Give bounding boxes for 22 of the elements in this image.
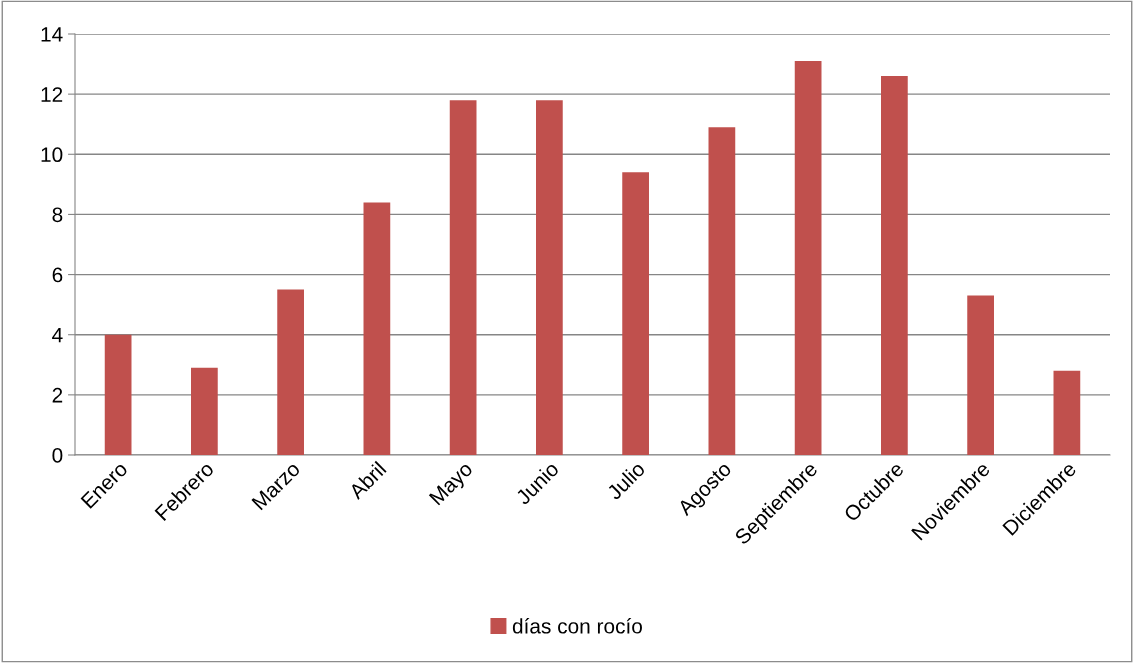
y-tick-label: 6 bbox=[52, 267, 63, 283]
y-tick-label: 2 bbox=[52, 387, 63, 403]
bar bbox=[622, 172, 649, 455]
bar bbox=[191, 367, 218, 455]
y-tick-label: 10 bbox=[41, 147, 63, 163]
bar bbox=[1053, 370, 1081, 455]
bar bbox=[881, 76, 908, 455]
bar bbox=[277, 289, 304, 455]
y-tick-label: 14 bbox=[41, 27, 63, 42]
bar bbox=[104, 334, 132, 455]
bar bbox=[449, 100, 477, 455]
bar bbox=[794, 61, 822, 455]
bar bbox=[708, 127, 736, 455]
y-tick-label: 0 bbox=[52, 448, 63, 463]
legend-label: días con rocío bbox=[512, 618, 642, 634]
bar bbox=[536, 100, 563, 455]
y-tick-label: 4 bbox=[52, 327, 63, 343]
bar bbox=[363, 202, 391, 455]
y-tick-label: 12 bbox=[41, 87, 63, 102]
x-tick-label: Julio bbox=[605, 460, 646, 501]
bar bbox=[967, 295, 994, 455]
y-tick-label: 8 bbox=[52, 207, 63, 223]
